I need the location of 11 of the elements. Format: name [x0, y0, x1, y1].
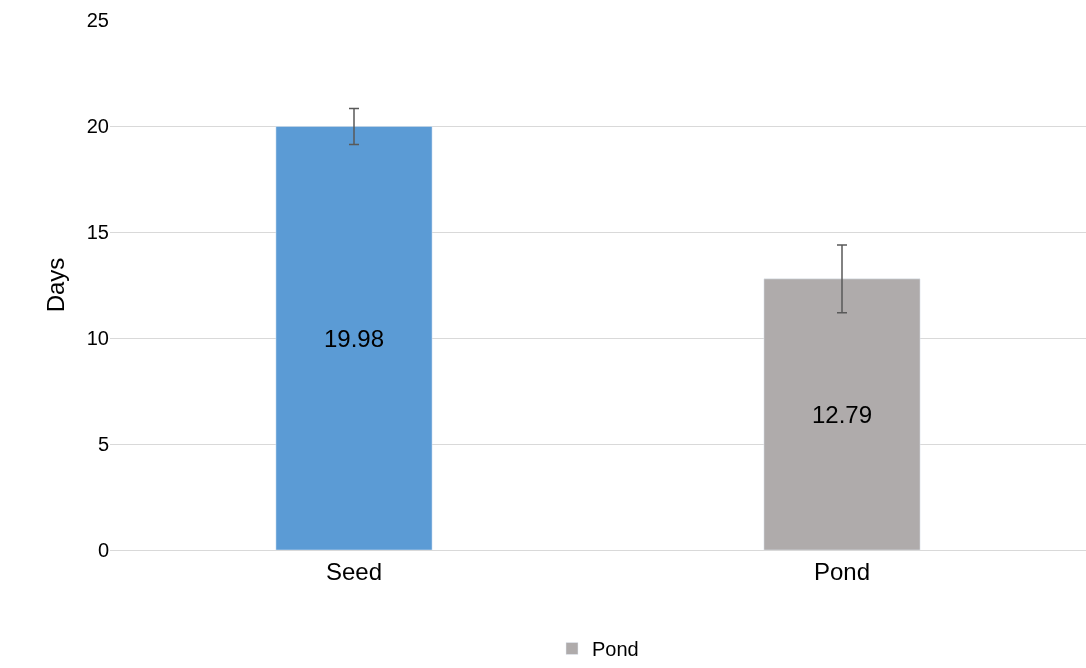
- y-tick-label: 15: [86, 221, 109, 243]
- y-axis-title: Days: [41, 257, 69, 313]
- y-tick-label: 0: [97, 539, 109, 561]
- legend-label: Pond: [592, 638, 639, 661]
- y-tick-label: 10: [86, 327, 109, 349]
- data-label: 12.79: [811, 400, 873, 428]
- y-tick-label: 5: [97, 433, 109, 455]
- data-label: 19.98: [323, 324, 385, 352]
- y-tick-label: 25: [86, 9, 109, 31]
- y-tick-label: 20: [86, 115, 109, 137]
- x-tick-label: Seed: [325, 557, 383, 585]
